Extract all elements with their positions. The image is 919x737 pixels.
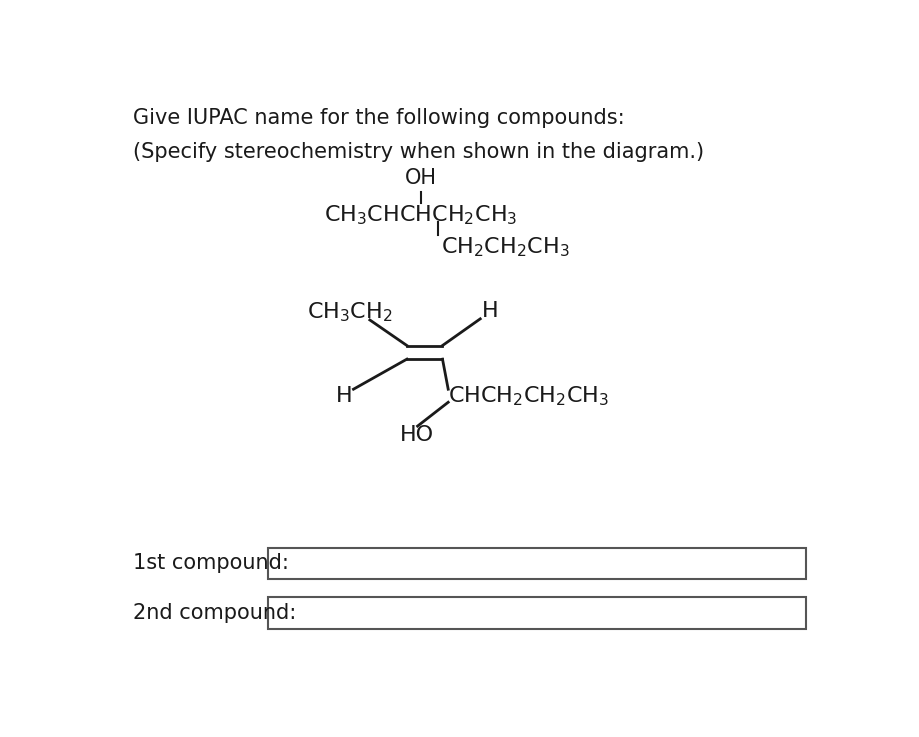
Text: (Specify stereochemistry when shown in the diagram.): (Specify stereochemistry when shown in t… bbox=[132, 142, 704, 162]
Text: 1st compound:: 1st compound: bbox=[132, 553, 289, 573]
Text: OH: OH bbox=[405, 168, 437, 188]
Text: HO: HO bbox=[400, 425, 434, 444]
Text: $\mathregular{CHCH_2CH_2CH_3}$: $\mathregular{CHCH_2CH_2CH_3}$ bbox=[448, 384, 609, 408]
Text: 2nd compound:: 2nd compound: bbox=[132, 603, 296, 623]
Text: H: H bbox=[335, 386, 352, 406]
Text: $\mathregular{CH_2CH_2CH_3}$: $\mathregular{CH_2CH_2CH_3}$ bbox=[441, 235, 570, 259]
Bar bbox=[268, 598, 806, 629]
Text: H: H bbox=[482, 301, 498, 321]
Text: $\mathregular{CH_3CH_2}$: $\mathregular{CH_3CH_2}$ bbox=[307, 301, 393, 324]
Text: $\mathregular{CH_3CHCHCH_2CH_3}$: $\mathregular{CH_3CHCHCH_2CH_3}$ bbox=[324, 203, 518, 227]
Bar bbox=[268, 548, 806, 579]
Text: Give IUPAC name for the following compounds:: Give IUPAC name for the following compou… bbox=[132, 108, 624, 128]
